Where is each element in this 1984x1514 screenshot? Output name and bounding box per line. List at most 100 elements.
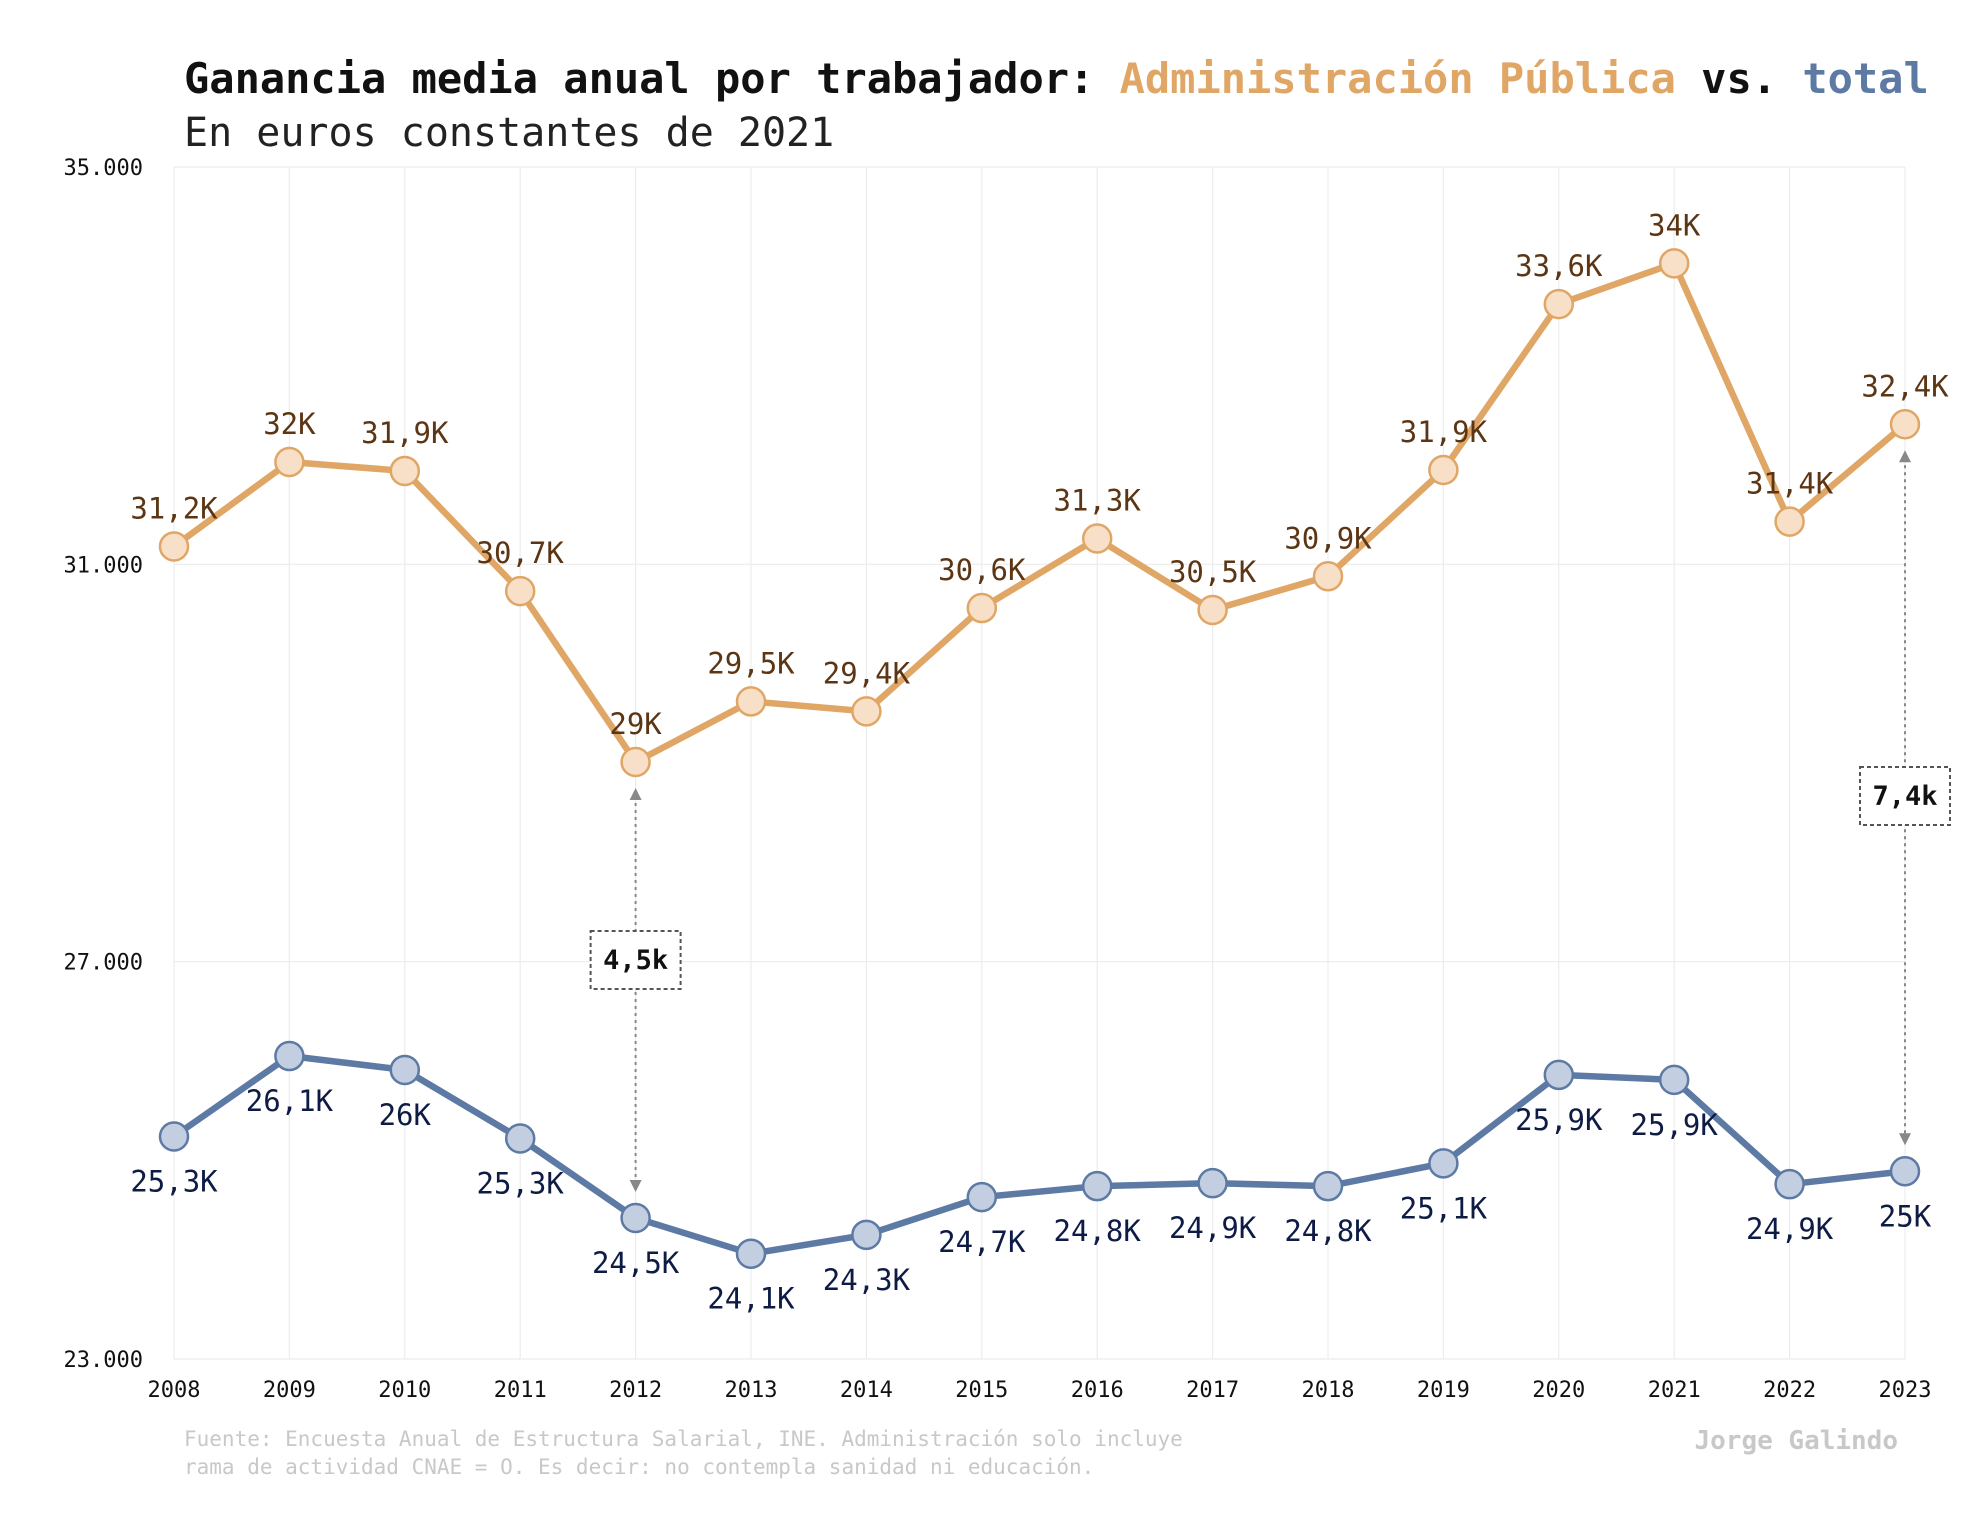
data-label: 26,1K bbox=[246, 1084, 334, 1118]
x-tick-label: 2009 bbox=[263, 1378, 316, 1403]
x-axis: 2008 2009 2010 2011 2012 2013 2014 2015 2016 2017… bbox=[148, 1378, 1932, 1403]
data-point bbox=[735, 686, 767, 717]
series-administracion-publica: 31,2K 32K 31,9K 30,7K 29K 29,5K 29,4K 30,6K 31,3… bbox=[130, 208, 1949, 778]
series-line bbox=[170, 1052, 1909, 1257]
x-tick-label: 2011 bbox=[494, 1378, 547, 1403]
data-point bbox=[504, 1123, 536, 1154]
data-point bbox=[966, 592, 998, 624]
data-label: 25,9K bbox=[1515, 1103, 1603, 1137]
data-label: 30,6K bbox=[938, 553, 1026, 587]
data-label: 29K bbox=[609, 707, 662, 741]
y-tick-label: 31.000 bbox=[64, 553, 143, 578]
data-point bbox=[274, 1040, 305, 1072]
y-tick-label: 35.000 bbox=[64, 156, 143, 181]
data-point bbox=[1543, 1059, 1575, 1091]
data-point bbox=[851, 696, 882, 727]
data-point bbox=[1081, 523, 1113, 554]
data-point bbox=[1197, 594, 1228, 626]
data-label: 24,7K bbox=[938, 1225, 1026, 1259]
data-point bbox=[389, 455, 421, 487]
x-tick-label: 2008 bbox=[148, 1378, 201, 1403]
data-label: 33,6K bbox=[1515, 249, 1603, 283]
data-label: 32K bbox=[263, 407, 316, 441]
data-point bbox=[851, 1219, 882, 1251]
data-label: 24,9K bbox=[1169, 1211, 1257, 1245]
data-label: 34K bbox=[1648, 208, 1701, 242]
arrow-head-up bbox=[1899, 450, 1911, 463]
source-note-line1: Fuente: Encuesta Anual de Estructura Sal… bbox=[184, 1427, 1183, 1451]
data-point bbox=[1774, 506, 1805, 537]
data-label: 29,4K bbox=[823, 656, 911, 690]
x-tick-label: 2021 bbox=[1648, 1378, 1701, 1403]
data-label: 25K bbox=[1879, 1199, 1932, 1233]
data-point bbox=[1197, 1167, 1228, 1199]
x-tick-label: 2023 bbox=[1879, 1378, 1932, 1403]
series-total: 25,3K 26,1K 26K 25,3K 24,5K 24,1K 24,3K 24,7K 24… bbox=[130, 1040, 1932, 1316]
data-label: 24,3K bbox=[823, 1263, 911, 1297]
data-point bbox=[620, 1202, 651, 1234]
x-tick-label: 2010 bbox=[378, 1378, 431, 1403]
data-point bbox=[1774, 1168, 1805, 1200]
data-point bbox=[1543, 288, 1575, 320]
x-tick-label: 2020 bbox=[1532, 1378, 1585, 1403]
data-point bbox=[389, 1054, 421, 1086]
data-point bbox=[504, 575, 536, 607]
grid bbox=[173, 166, 1906, 1360]
gap-annotation: 4,5k bbox=[589, 788, 682, 1192]
chart-title: Ganancia media anual por trabajador: Adm… bbox=[184, 54, 1929, 103]
data-label: 25,1K bbox=[1400, 1191, 1488, 1225]
data-label: 29,5K bbox=[707, 646, 795, 680]
y-axis: 23.000 27.000 31.000 35.000 bbox=[64, 156, 143, 1373]
title-part2: Administración Pública bbox=[1120, 54, 1676, 103]
data-label: 24,8K bbox=[1054, 1214, 1142, 1248]
data-label: 32,4K bbox=[1861, 369, 1949, 403]
data-label: 24,1K bbox=[707, 1282, 795, 1316]
arrow-head-up bbox=[629, 788, 642, 801]
data-point bbox=[1889, 409, 1921, 440]
data-point bbox=[274, 446, 305, 478]
x-tick-label: 2019 bbox=[1417, 1378, 1470, 1403]
data-label: 31,3K bbox=[1054, 484, 1142, 518]
data-point bbox=[1428, 454, 1459, 486]
title-part1: Ganancia media anual por trabajador: bbox=[184, 54, 1120, 103]
data-label: 25,9K bbox=[1631, 1108, 1719, 1142]
gap-box bbox=[1859, 766, 1951, 826]
arrow-head-down bbox=[629, 1179, 642, 1192]
gap-label: 7,4k bbox=[1872, 781, 1937, 812]
y-tick-label: 27.000 bbox=[64, 951, 143, 976]
data-point bbox=[158, 1121, 190, 1152]
data-label: 24,5K bbox=[592, 1246, 680, 1280]
gap-annotation: 7,4k bbox=[1859, 450, 1951, 1146]
data-label: 30,9K bbox=[1284, 521, 1372, 555]
data-point bbox=[1658, 248, 1690, 279]
data-label: 31,2K bbox=[130, 491, 218, 525]
source-note-line2: rama de actividad CNAE = O. Es decir: no… bbox=[184, 1455, 1094, 1479]
x-tick-label: 2017 bbox=[1186, 1378, 1239, 1403]
title-part4: total bbox=[1802, 54, 1928, 103]
data-label: 26K bbox=[379, 1098, 432, 1132]
data-point bbox=[1312, 1170, 1344, 1202]
x-tick-label: 2014 bbox=[840, 1378, 893, 1403]
x-tick-label: 2012 bbox=[609, 1378, 662, 1403]
series-layer: 31,2K 32K 31,9K 30,7K 29K 29,5K 29,4K 30,6K 31,3… bbox=[130, 208, 1949, 1315]
y-tick-label: 23.000 bbox=[64, 1348, 143, 1373]
series-line bbox=[170, 260, 1909, 766]
data-point bbox=[620, 746, 651, 778]
annotations: 4,5k 7,4k bbox=[589, 450, 1951, 1192]
data-label: 25,3K bbox=[130, 1164, 218, 1198]
data-label: 24,8K bbox=[1284, 1214, 1372, 1248]
data-point bbox=[158, 531, 190, 562]
gap-label: 4,5k bbox=[603, 945, 668, 976]
data-point bbox=[1889, 1156, 1921, 1187]
data-point bbox=[1312, 561, 1344, 592]
x-tick-label: 2016 bbox=[1071, 1378, 1124, 1403]
author-credit: Jorge Galindo bbox=[1695, 1426, 1899, 1456]
arrow-head-down bbox=[1899, 1133, 1911, 1146]
x-tick-label: 2013 bbox=[725, 1378, 778, 1403]
gap-box bbox=[589, 930, 682, 990]
data-label: 30,5K bbox=[1169, 555, 1257, 589]
data-label: 30,7K bbox=[477, 536, 565, 570]
title-part3: vs. bbox=[1676, 54, 1802, 103]
x-tick-label: 2015 bbox=[955, 1378, 1008, 1403]
